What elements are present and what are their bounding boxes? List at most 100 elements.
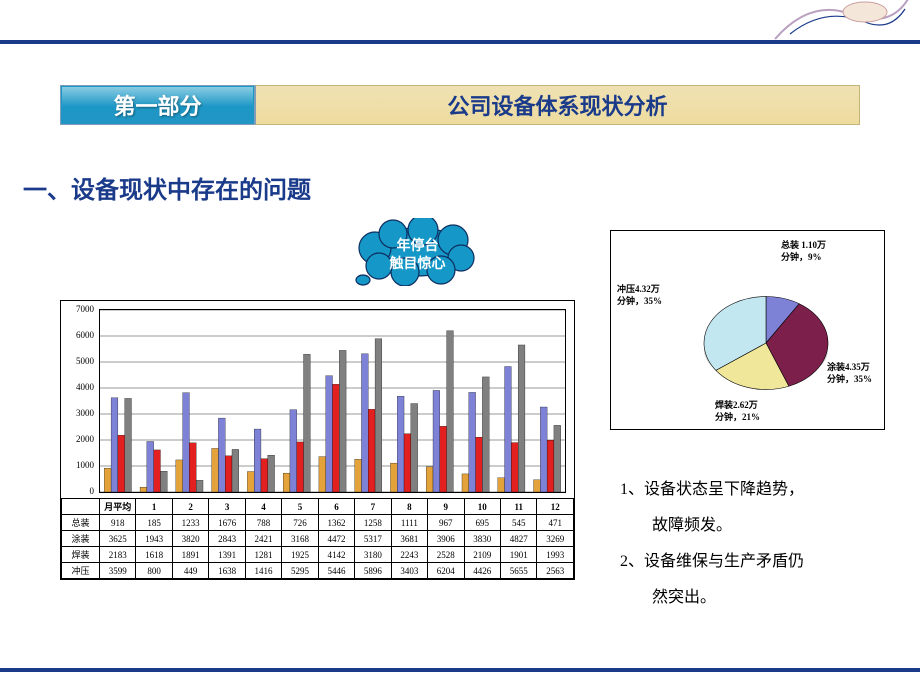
table-cell: 788 — [245, 515, 281, 531]
table-header: 9 — [428, 499, 464, 515]
data-table: 月平均123456789101112总装91818512331676788726… — [61, 498, 574, 579]
table-cell: 2421 — [245, 531, 281, 547]
table-header — [62, 499, 100, 515]
table-header: 7 — [355, 499, 391, 515]
table-cell: 1391 — [209, 547, 245, 563]
table-cell: 471 — [537, 515, 574, 531]
y-tick-label: 4000 — [76, 382, 94, 392]
table-cell: 1258 — [355, 515, 391, 531]
title-bar: 第一部分 公司设备体系现状分析 — [60, 85, 860, 125]
table-cell: 5317 — [355, 531, 391, 547]
table-cell: 涂装 — [62, 531, 100, 547]
y-tick-label: 5000 — [76, 356, 94, 366]
table-cell: 1281 — [245, 547, 281, 563]
table-cell: 800 — [136, 563, 172, 579]
table-cell: 4472 — [318, 531, 354, 547]
pie-slice-label: 焊装2.62万分钟，21% — [715, 399, 760, 423]
part-badge: 第一部分 — [60, 85, 255, 125]
table-header: 6 — [318, 499, 354, 515]
table-header: 12 — [537, 499, 574, 515]
table-cell: 1362 — [318, 515, 354, 531]
table-cell: 3820 — [172, 531, 208, 547]
bottom-divider — [0, 668, 920, 672]
table-cell: 4426 — [464, 563, 500, 579]
table-cell: 冲压 — [62, 563, 100, 579]
y-tick-label: 6000 — [76, 330, 94, 340]
y-tick-label: 2000 — [76, 434, 94, 444]
table-cell: 3625 — [100, 531, 136, 547]
table-cell: 3403 — [391, 563, 427, 579]
table-header: 4 — [245, 499, 281, 515]
table-cell: 1925 — [282, 547, 318, 563]
table-header: 5 — [282, 499, 318, 515]
table-cell: 1676 — [209, 515, 245, 531]
table-cell: 5655 — [500, 563, 536, 579]
table-cell: 2843 — [209, 531, 245, 547]
table-cell: 2183 — [100, 547, 136, 563]
table-cell: 3681 — [391, 531, 427, 547]
table-cell: 2528 — [428, 547, 464, 563]
table-cell: 967 — [428, 515, 464, 531]
table-cell: 焊装 — [62, 547, 100, 563]
table-cell: 185 — [136, 515, 172, 531]
table-cell: 1111 — [391, 515, 427, 531]
table-cell: 726 — [282, 515, 318, 531]
table-row: 焊装21831618189113911281192541423180224325… — [62, 547, 574, 563]
table-cell: 3269 — [537, 531, 574, 547]
y-tick-label: 0 — [90, 486, 95, 496]
table-cell: 449 — [172, 563, 208, 579]
table-row: 总装91818512331676788726136212581111967695… — [62, 515, 574, 531]
table-header: 2 — [172, 499, 208, 515]
table-header: 10 — [464, 499, 500, 515]
table-cell: 1891 — [172, 547, 208, 563]
pie-slice-label: 总装 1.10万分钟，9% — [781, 239, 826, 263]
cloud-callout: 年停台 触目惊心 — [345, 218, 490, 286]
table-cell: 5295 — [282, 563, 318, 579]
table-cell: 3180 — [355, 547, 391, 563]
table-cell: 2109 — [464, 547, 500, 563]
top-divider — [0, 40, 920, 44]
table-cell: 3906 — [428, 531, 464, 547]
page-title: 公司设备体系现状分析 — [255, 85, 860, 125]
table-row: 涂装36251943382028432421316844725317368139… — [62, 531, 574, 547]
bar-chart: 01000200030004000500060007000 月平均1234567… — [60, 300, 575, 580]
observations: 1、设备状态呈下降趋势， 故障频发。 2、设备维保与生产矛盾仍然突出。 — [620, 475, 880, 619]
table-header: 月平均 — [100, 499, 136, 515]
table-cell: 2563 — [537, 563, 574, 579]
table-cell: 695 — [464, 515, 500, 531]
y-tick-label: 1000 — [76, 460, 94, 470]
table-cell: 总装 — [62, 515, 100, 531]
pie-chart: 总装 1.10万分钟，9% 涂装4.35万分钟，35% 焊装2.62万分钟，21% 冲… — [610, 230, 885, 430]
section-heading: 一、设备现状中存在的问题 — [23, 170, 311, 205]
pie-slice-label: 涂装4.35万分钟，35% — [827, 361, 872, 385]
y-tick-label: 3000 — [76, 408, 94, 418]
table-cell: 2243 — [391, 547, 427, 563]
table-cell: 1416 — [245, 563, 281, 579]
table-cell: 4827 — [500, 531, 536, 547]
table-cell: 5446 — [318, 563, 354, 579]
bullet-line: 1、设备状态呈下降趋势， — [620, 475, 880, 505]
table-cell: 1233 — [172, 515, 208, 531]
callout-line1: 年停台 — [397, 237, 439, 253]
table-cell: 4142 — [318, 547, 354, 563]
table-cell: 1618 — [136, 547, 172, 563]
table-cell: 1943 — [136, 531, 172, 547]
bullet-line: 2、设备维保与生产矛盾仍 — [620, 547, 880, 577]
table-cell: 545 — [500, 515, 536, 531]
table-cell: 6204 — [428, 563, 464, 579]
table-cell: 3168 — [282, 531, 318, 547]
bullet-line-cont: 然突出。 — [620, 583, 880, 613]
table-cell: 5896 — [355, 563, 391, 579]
table-cell: 3599 — [100, 563, 136, 579]
table-header: 3 — [209, 499, 245, 515]
table-header: 8 — [391, 499, 427, 515]
pie-slice-label: 冲压4.32万分钟，35% — [617, 283, 662, 307]
callout-line2: 触目惊心 — [390, 255, 446, 271]
corner-illustration — [770, 0, 910, 42]
bullet-line-cont: 故障频发。 — [620, 511, 880, 541]
table-cell: 918 — [100, 515, 136, 531]
table-row: 冲压35998004491638141652955446589634036204… — [62, 563, 574, 579]
table-cell: 3830 — [464, 531, 500, 547]
table-header: 1 — [136, 499, 172, 515]
table-cell: 1993 — [537, 547, 574, 563]
